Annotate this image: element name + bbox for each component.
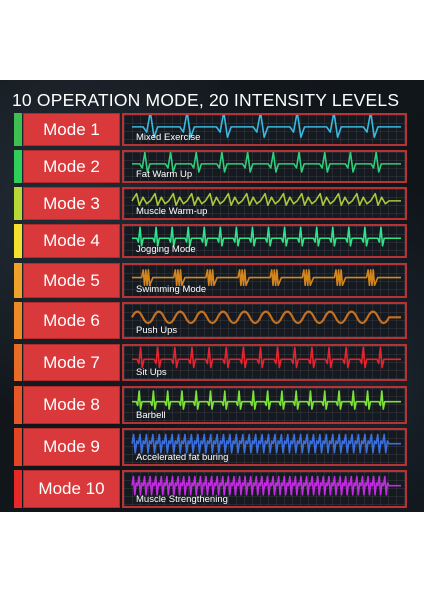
waveform-icon bbox=[131, 310, 401, 325]
waveform-icon bbox=[131, 192, 401, 207]
waveform-icon bbox=[132, 269, 401, 287]
mode-row-3: Mode 3 Muscle Warm-up bbox=[14, 187, 408, 220]
mode-description: Swimming Mode bbox=[136, 284, 207, 295]
mode-label: Mode 6 bbox=[23, 302, 120, 339]
mode-description: Muscle Warm-up bbox=[136, 206, 208, 217]
intensity-bar bbox=[14, 470, 22, 508]
intensity-bar bbox=[14, 344, 22, 381]
mode-row-9: Mode 9 Accelerated fat buring bbox=[14, 428, 408, 466]
mode-label: Mode 10 bbox=[23, 470, 120, 508]
waveform-panel: Push Ups bbox=[122, 302, 407, 339]
waveform-panel: Jogging Mode bbox=[122, 224, 407, 258]
mode-label: Mode 5 bbox=[23, 263, 120, 298]
mode-label: Mode 7 bbox=[23, 344, 120, 381]
mode-label: Mode 4 bbox=[23, 224, 120, 258]
mode-description: Accelerated fat buring bbox=[136, 452, 229, 463]
waveform-panel: Mixed Exercise bbox=[122, 113, 407, 146]
intensity-bar bbox=[14, 386, 22, 424]
intensity-bar bbox=[14, 150, 22, 183]
mode-row-6: Mode 6 Push Ups bbox=[14, 302, 408, 339]
waveform-icon bbox=[132, 115, 401, 139]
waveform-panel: Barbell bbox=[122, 386, 407, 424]
waveform-icon bbox=[132, 152, 401, 173]
mode-description: Jogging Mode bbox=[136, 244, 196, 255]
waveform-line bbox=[131, 310, 401, 325]
modes-panel: 10 OPERATION MODE, 20 INTENSITY LEVELS M… bbox=[0, 80, 424, 512]
mode-row-4: Mode 4 Jogging Mode bbox=[14, 224, 408, 258]
mode-label: Mode 1 bbox=[23, 113, 120, 146]
mode-row-2: Mode 2 Fat Warm Up bbox=[14, 150, 408, 183]
mode-row-5: Mode 5 Swimming Mode bbox=[14, 263, 408, 298]
waveform-icon bbox=[132, 390, 401, 410]
waveform-panel: Muscle Strengthening bbox=[122, 470, 407, 508]
intensity-bar bbox=[14, 113, 22, 146]
waveform-line bbox=[132, 152, 401, 173]
mode-description: Barbell bbox=[136, 410, 166, 421]
mode-label: Mode 2 bbox=[23, 150, 120, 183]
waveform-line bbox=[132, 226, 401, 247]
mode-row-10: Mode 10 Muscle Strengthening bbox=[14, 470, 408, 508]
waveform-line bbox=[132, 115, 401, 139]
waveform-panel: Accelerated fat buring bbox=[122, 428, 407, 466]
waveform-icon bbox=[132, 346, 401, 369]
mode-label: Mode 9 bbox=[23, 428, 120, 466]
waveform-line bbox=[132, 390, 401, 410]
mode-description: Mixed Exercise bbox=[136, 132, 201, 143]
mode-row-7: Mode 7 Sit Ups bbox=[14, 344, 408, 381]
waveform-line bbox=[132, 346, 401, 369]
waveform-icon bbox=[132, 226, 401, 247]
waveform-line bbox=[131, 192, 401, 207]
waveform-line bbox=[132, 269, 401, 287]
mode-description: Sit Ups bbox=[136, 367, 167, 378]
intensity-bar bbox=[14, 302, 22, 339]
intensity-bar bbox=[14, 187, 22, 220]
waveform-line bbox=[131, 475, 401, 496]
waveform-icon bbox=[131, 433, 401, 454]
waveform-panel: Sit Ups bbox=[122, 344, 407, 381]
mode-label: Mode 3 bbox=[23, 187, 120, 220]
mode-label: Mode 8 bbox=[23, 386, 120, 424]
page-title: 10 OPERATION MODE, 20 INTENSITY LEVELS bbox=[12, 90, 400, 110]
waveform-panel: Muscle Warm-up bbox=[122, 187, 407, 220]
mode-row-1: Mode 1 Mixed Exercise bbox=[14, 113, 408, 146]
mode-description: Fat Warm Up bbox=[136, 169, 193, 180]
intensity-bar bbox=[14, 224, 22, 258]
mode-description: Push Ups bbox=[136, 325, 178, 336]
intensity-bar bbox=[14, 263, 22, 298]
mode-row-8: Mode 8 Barbell bbox=[14, 386, 408, 424]
waveform-panel: Swimming Mode bbox=[122, 263, 407, 298]
waveform-icon bbox=[131, 475, 401, 496]
intensity-bar bbox=[14, 428, 22, 466]
waveform-line bbox=[131, 433, 401, 454]
mode-description: Muscle Strengthening bbox=[136, 494, 228, 505]
waveform-panel: Fat Warm Up bbox=[122, 150, 407, 183]
